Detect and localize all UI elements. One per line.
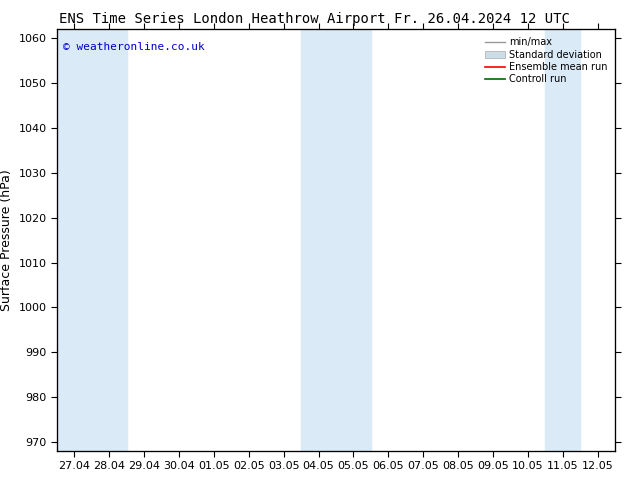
Bar: [57, 29, 127, 451]
Legend: min/max, Standard deviation, Ensemble mean run, Controll run: min/max, Standard deviation, Ensemble me…: [482, 34, 610, 87]
Text: Fr. 26.04.2024 12 UTC: Fr. 26.04.2024 12 UTC: [394, 12, 570, 26]
Bar: [301, 29, 371, 451]
Text: ENS Time Series London Heathrow Airport: ENS Time Series London Heathrow Airport: [58, 12, 385, 26]
Y-axis label: Surface Pressure (hPa): Surface Pressure (hPa): [0, 169, 13, 311]
Bar: [545, 29, 580, 451]
Text: © weatheronline.co.uk: © weatheronline.co.uk: [63, 42, 204, 52]
